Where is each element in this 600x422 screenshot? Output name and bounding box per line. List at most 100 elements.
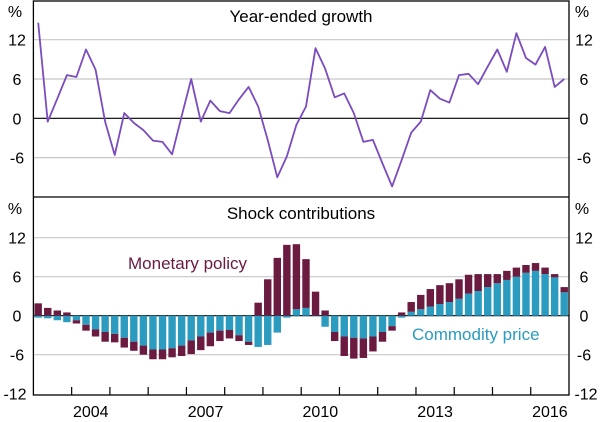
bar-monetary-policy bbox=[302, 259, 310, 308]
bar-commodity-price bbox=[321, 315, 329, 327]
y-tick-label-left: -6 bbox=[10, 151, 24, 168]
y-tick-label-left: 0 bbox=[13, 309, 22, 326]
bar-monetary-policy bbox=[512, 267, 521, 277]
y-tick-label-left: 0 bbox=[13, 111, 22, 128]
bar-commodity-price bbox=[235, 315, 243, 336]
y-tick-label-left: 6 bbox=[13, 72, 22, 89]
bar-commodity-price bbox=[493, 283, 501, 316]
bar-commodity-price bbox=[158, 315, 167, 350]
y-tick-label-right: -12 bbox=[574, 387, 597, 404]
bar-commodity-price bbox=[436, 304, 444, 316]
x-tick-label: 2010 bbox=[303, 404, 339, 421]
bar-commodity-price bbox=[311, 315, 320, 317]
bar-monetary-policy bbox=[82, 324, 90, 331]
bar-commodity-price bbox=[149, 315, 157, 350]
bar-commodity-price bbox=[44, 315, 52, 319]
top-right-unit: % bbox=[575, 4, 589, 21]
bar-monetary-policy bbox=[34, 303, 42, 316]
bar-monetary-policy bbox=[503, 270, 511, 280]
y-tick-label-right: 12 bbox=[575, 33, 593, 50]
legend-monetary-policy: Monetary policy bbox=[128, 254, 248, 273]
bar-commodity-price bbox=[53, 315, 62, 321]
y-tick-label-right: 0 bbox=[580, 309, 589, 326]
bar-commodity-price bbox=[264, 315, 272, 345]
bar-commodity-price bbox=[197, 315, 205, 337]
bottom-right-unit: % bbox=[575, 201, 589, 218]
bar-monetary-policy bbox=[436, 285, 444, 304]
bar-commodity-price bbox=[350, 315, 358, 338]
bar-monetary-policy bbox=[550, 274, 559, 278]
bar-commodity-price bbox=[187, 315, 195, 341]
bar-monetary-policy bbox=[225, 330, 234, 339]
bar-commodity-price bbox=[397, 315, 406, 318]
bar-commodity-price bbox=[550, 277, 559, 316]
bar-commodity-price bbox=[168, 315, 176, 349]
bar-commodity-price bbox=[273, 315, 281, 333]
bar-monetary-policy bbox=[464, 274, 473, 294]
bar-commodity-price bbox=[120, 315, 128, 338]
y-tick-label-left: -6 bbox=[10, 348, 24, 365]
bar-monetary-policy bbox=[264, 279, 272, 316]
bar-commodity-price bbox=[34, 315, 42, 318]
bar-monetary-policy bbox=[44, 307, 52, 316]
bar-commodity-price bbox=[522, 272, 530, 316]
bar-commodity-price bbox=[82, 315, 90, 325]
bar-monetary-policy bbox=[407, 302, 415, 312]
bar-monetary-policy bbox=[53, 310, 62, 316]
bar-commodity-price bbox=[225, 315, 234, 330]
bar-commodity-price bbox=[512, 276, 521, 316]
bar-commodity-price bbox=[130, 315, 138, 342]
bar-commodity-price bbox=[244, 315, 253, 342]
bar-monetary-policy bbox=[369, 336, 377, 352]
bar-commodity-price bbox=[110, 315, 119, 334]
bar-commodity-price bbox=[464, 293, 473, 316]
y-tick-label-left: -12 bbox=[3, 387, 26, 404]
bar-commodity-price bbox=[177, 315, 186, 346]
bar-monetary-policy bbox=[493, 274, 501, 284]
bar-commodity-price bbox=[292, 309, 301, 316]
bar-monetary-policy bbox=[426, 289, 435, 307]
tick-labels: 12 12 6 6 0 0 -6 -6 12 12 6 6 0 0 -6 -6 -12 -12 2004 2007 20… bbox=[3, 33, 597, 421]
bar-monetary-policy bbox=[168, 348, 176, 358]
bar-monetary-policy bbox=[397, 312, 406, 316]
bar-monetary-policy bbox=[417, 294, 425, 310]
bar-monetary-policy bbox=[455, 279, 463, 299]
bar-commodity-price bbox=[503, 279, 511, 316]
bar-commodity-price bbox=[254, 315, 262, 347]
bar-commodity-price bbox=[378, 315, 387, 332]
bars bbox=[34, 244, 568, 360]
top-left-unit: % bbox=[8, 4, 22, 21]
bar-monetary-policy bbox=[522, 265, 530, 273]
y-tick-label-right: 12 bbox=[575, 231, 593, 248]
bottom-left-unit: % bbox=[8, 201, 22, 218]
bar-commodity-price bbox=[63, 315, 71, 323]
bar-monetary-policy bbox=[120, 337, 128, 348]
bar-commodity-price bbox=[302, 307, 310, 316]
bar-monetary-policy bbox=[235, 335, 243, 342]
x-tick-label: 2016 bbox=[532, 404, 568, 421]
bar-monetary-policy bbox=[378, 331, 387, 342]
bar-commodity-price bbox=[407, 311, 415, 316]
bar-commodity-price bbox=[560, 292, 568, 316]
bar-commodity-price bbox=[426, 306, 435, 316]
bar-monetary-policy bbox=[350, 337, 358, 359]
y-tick-label-right: -6 bbox=[577, 348, 591, 365]
bar-commodity-price bbox=[283, 315, 291, 318]
bottom-panel-title: Shock contributions bbox=[227, 204, 375, 223]
bar-monetary-policy bbox=[330, 331, 339, 342]
year-ended-growth-line bbox=[37, 22, 565, 188]
y-tick-label-right: -6 bbox=[577, 151, 591, 168]
bar-monetary-policy bbox=[359, 338, 368, 358]
bar-monetary-policy bbox=[340, 336, 348, 356]
bar-commodity-price bbox=[216, 315, 224, 331]
bar-monetary-policy bbox=[254, 302, 262, 316]
bar-monetary-policy bbox=[474, 274, 482, 291]
bar-commodity-price bbox=[388, 315, 396, 327]
bar-monetary-policy bbox=[130, 341, 138, 351]
bar-monetary-policy bbox=[292, 244, 301, 310]
bar-commodity-price bbox=[139, 315, 148, 346]
bar-monetary-policy bbox=[484, 274, 492, 288]
bar-commodity-price bbox=[72, 315, 81, 321]
y-tick-label-left: 12 bbox=[8, 231, 26, 248]
